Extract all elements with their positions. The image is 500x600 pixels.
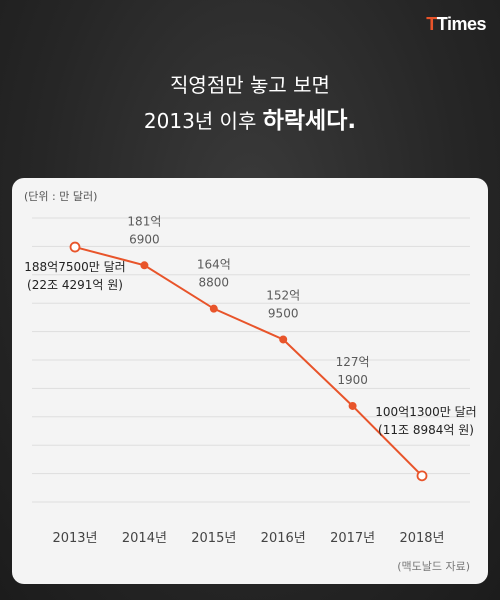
x-tick-label: 2018년	[399, 531, 444, 546]
data-label: 188억7500만 달러	[24, 260, 125, 274]
data-label: 1900	[337, 373, 368, 387]
headline-emphasis: 하락세다.	[262, 108, 357, 134]
data-label: 181억	[127, 214, 161, 228]
data-point	[348, 401, 357, 410]
data-label: 100억1300만 달러	[375, 405, 476, 419]
headline: 직영점만 놓고 보면 2013년 이후 하락세다.	[0, 70, 500, 138]
data-label: 164억	[197, 258, 231, 272]
headline-line2: 2013년 이후 하락세다.	[0, 104, 500, 138]
x-tick-label: 2016년	[261, 531, 306, 546]
brand-prefix: T	[426, 14, 437, 34]
source-label: (맥도날드 자료)	[397, 560, 470, 573]
unit-label: (단위 : 만 달러)	[24, 190, 98, 203]
data-point	[416, 470, 428, 482]
data-label: 8800	[199, 276, 230, 290]
brand-logo: TTimes	[426, 14, 486, 35]
data-label: 152억	[266, 288, 300, 302]
chart-card: (단위 : 만 달러) 2013년 2014년 2015년 2016년 2017년 201…	[12, 178, 488, 584]
headline-line2-prefix: 2013년 이후	[143, 109, 263, 133]
data-label: 9500	[268, 306, 299, 320]
data-label: 6900	[129, 232, 160, 246]
x-tick-label: 2014년	[122, 531, 167, 546]
x-tick-label: 2015년	[191, 531, 236, 546]
series-line	[74, 246, 423, 477]
x-tick-label: 2017년	[330, 531, 375, 546]
brand-name: Times	[436, 14, 487, 34]
data-point	[279, 335, 288, 344]
data-label: 127억	[336, 355, 370, 369]
data-point	[140, 261, 149, 270]
x-tick-label: 2013년	[52, 531, 97, 546]
data-point	[209, 304, 218, 313]
data-label: (11조 8984억 원)	[378, 423, 474, 437]
data-label: (22조 4291억 원)	[27, 278, 123, 292]
headline-line1: 직영점만 놓고 보면	[170, 73, 330, 97]
data-point	[69, 241, 81, 253]
line-chart: 2013년 2014년 2015년 2016년 2017년 2018년 188억7500만 …	[24, 214, 476, 546]
